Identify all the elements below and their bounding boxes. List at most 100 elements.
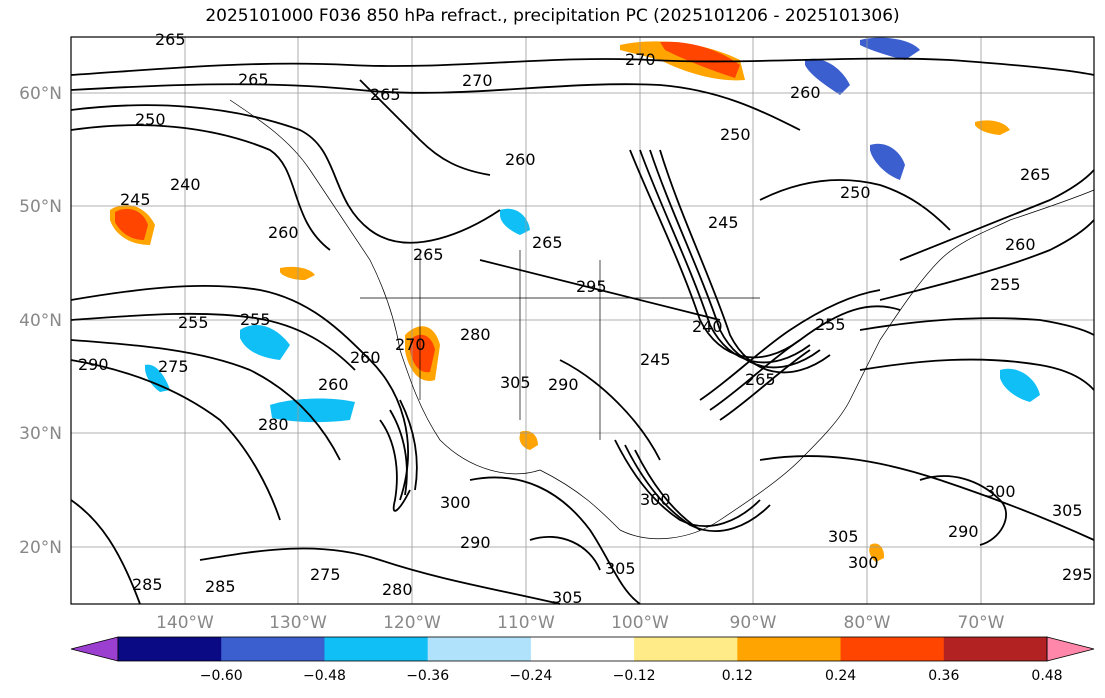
contour-label: 295 xyxy=(1062,565,1093,584)
contour-label: 285 xyxy=(205,577,236,596)
orange-patch xyxy=(519,430,538,450)
contour-label: 260 xyxy=(1005,235,1036,254)
colorbar-segment xyxy=(840,637,945,661)
lon-tick: 90°W xyxy=(730,613,777,633)
lon-tick: 110°W xyxy=(497,613,555,633)
contour-label: 270 xyxy=(462,71,493,90)
colorbar-label: 0.36 xyxy=(928,668,959,684)
lat-tick: 30°N xyxy=(19,424,62,444)
colorbar: −0.60 −0.48 −0.36 −0.24 −0.12 0.12 0.24 0.36 0.4… xyxy=(70,636,1095,684)
colorbar-label: −0.24 xyxy=(509,668,552,684)
colorbar-extend-high xyxy=(1046,636,1095,662)
contour-label: 255 xyxy=(990,275,1021,294)
contour-label: 250 xyxy=(840,183,871,202)
contour-label: 285 xyxy=(132,575,163,594)
orange-patch xyxy=(975,120,1010,135)
colorbar-label: 0.48 xyxy=(1031,668,1062,684)
colorbar-label: −0.12 xyxy=(613,668,656,684)
refractivity-contours xyxy=(70,57,1095,605)
blue-patch xyxy=(870,143,905,180)
colorbar-segment xyxy=(427,637,532,661)
map-frame xyxy=(70,36,1095,605)
colorbar-extend-low xyxy=(70,636,119,662)
contour-label: 265 xyxy=(413,245,444,264)
blue-patch xyxy=(860,37,920,60)
colorbar-segment xyxy=(324,637,429,661)
lightblue-patch xyxy=(1000,368,1040,402)
lon-tick: 120°W xyxy=(383,613,441,633)
precip-patches xyxy=(110,37,1040,562)
contour-label: 280 xyxy=(382,580,413,599)
colorbar-segment xyxy=(221,637,325,661)
contour-label: 290 xyxy=(78,355,109,374)
contour-label: 270 xyxy=(625,50,656,69)
red-patch xyxy=(660,41,740,78)
contour-label: 275 xyxy=(158,357,189,376)
contour-label: 300 xyxy=(985,482,1016,501)
lightblue-patch xyxy=(270,398,355,423)
contour-label: 255 xyxy=(815,315,846,334)
contour-label: 295 xyxy=(576,277,607,296)
contour-label: 305 xyxy=(1052,501,1083,520)
lat-tick: 60°N xyxy=(19,84,62,104)
lightblue-patch xyxy=(500,208,530,235)
lon-tick: 70°W xyxy=(958,613,1005,633)
contour-label: 240 xyxy=(692,317,723,336)
orange-patch xyxy=(280,266,315,280)
contour-label: 260 xyxy=(268,223,299,242)
lat-tick: 50°N xyxy=(19,197,62,217)
colorbar-segment xyxy=(634,637,738,661)
contour-label: 255 xyxy=(178,313,209,332)
blue-patch xyxy=(805,58,850,95)
colorbar-segment xyxy=(530,637,635,661)
contour-label: 260 xyxy=(790,83,821,102)
contour-label: 280 xyxy=(460,325,491,344)
contour-label: 305 xyxy=(552,588,583,607)
contour-label: 260 xyxy=(350,348,381,367)
coastlines xyxy=(229,99,1095,540)
lon-tick: 140°W xyxy=(156,613,214,633)
colorbar-segment xyxy=(118,637,222,661)
contour-label: 305 xyxy=(828,527,859,546)
lon-tick: 80°W xyxy=(844,613,891,633)
contour-label: 245 xyxy=(120,190,151,209)
red-patch xyxy=(115,208,148,240)
contour-labels: 265 265 265 270 270 260 250 240 245 245 … xyxy=(78,30,1093,607)
colorbar-segment xyxy=(943,637,1048,661)
lat-tick: 20°N xyxy=(19,538,62,558)
colorbar-label: 0.24 xyxy=(825,668,856,684)
contour-label: 290 xyxy=(548,375,579,394)
lightblue-patch xyxy=(240,325,290,360)
longitude-ticks: 140°W 130°W 120°W 110°W 100°W 90°W 80°W … xyxy=(156,613,1005,633)
contour-label: 305 xyxy=(605,559,636,578)
orange-patch xyxy=(869,543,885,562)
contour-label: 290 xyxy=(948,522,979,541)
red-patch xyxy=(410,334,435,373)
contour-label: 250 xyxy=(720,125,751,144)
contour-label: 280 xyxy=(258,415,289,434)
colorbar-label: 0.12 xyxy=(722,668,753,684)
contour-label: 260 xyxy=(318,375,349,394)
colorbar-border xyxy=(117,636,1048,662)
contour-label: 245 xyxy=(640,350,671,369)
lat-tick: 40°N xyxy=(19,311,62,331)
contour-label: 300 xyxy=(640,490,671,509)
contour-label: 255 xyxy=(240,310,271,329)
contour-label: 240 xyxy=(170,175,201,194)
contour-label: 265 xyxy=(745,370,776,389)
contour-label: 265 xyxy=(370,85,401,104)
colorbar-label: −0.60 xyxy=(200,668,243,684)
contour-label: 265 xyxy=(1020,165,1051,184)
contour-label: 270 xyxy=(395,335,426,354)
colorbar-label: −0.36 xyxy=(406,668,449,684)
lon-tick: 130°W xyxy=(269,613,327,633)
contour-label: 275 xyxy=(310,565,341,584)
lightblue-patch xyxy=(145,364,170,392)
contour-label: 300 xyxy=(848,553,879,572)
map-title: 2025101000 F036 850 hPa refract., precip… xyxy=(205,6,900,26)
map-background xyxy=(71,37,1094,604)
latitude-ticks: 60°N 50°N 40°N 30°N 20°N xyxy=(19,84,62,558)
contour-label: 265 xyxy=(532,233,563,252)
colorbar-label: −0.48 xyxy=(303,668,346,684)
